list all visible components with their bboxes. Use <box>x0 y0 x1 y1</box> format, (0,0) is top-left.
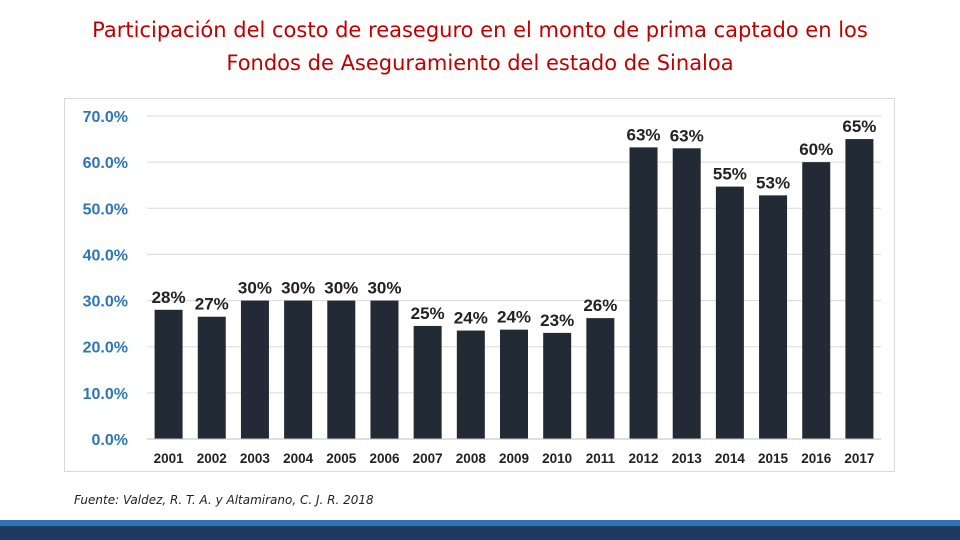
x-tick-label: 2001 <box>154 451 185 466</box>
x-tick-label: 2009 <box>499 451 529 466</box>
footer-bar <box>0 520 960 540</box>
bar <box>284 300 313 439</box>
x-tick-label: 2017 <box>844 451 874 466</box>
x-tick-label: 2016 <box>801 451 832 466</box>
x-tick-label: 2006 <box>369 451 400 466</box>
data-label: 28% <box>152 288 186 307</box>
bar <box>456 330 485 439</box>
y-tick-label: 20.0% <box>83 340 128 357</box>
data-label: 60% <box>799 140 833 159</box>
x-tick-label: 2008 <box>456 451 487 466</box>
data-label: 53% <box>756 173 790 192</box>
bar <box>500 329 528 439</box>
bar <box>586 318 615 439</box>
data-label: 30% <box>367 279 401 298</box>
footer-strip-light <box>0 520 960 526</box>
bar-chart: 0.0% 10.0% 20.0% 30.0% 40.0% 50.0% 60.0% 70.0% 2… <box>83 109 881 466</box>
data-label: 55% <box>713 165 747 184</box>
x-tick-label: 2002 <box>197 451 227 466</box>
data-label: 25% <box>411 304 445 323</box>
x-tick-label: 2010 <box>542 451 572 466</box>
x-tick-label: 2013 <box>672 451 703 466</box>
bar <box>327 300 356 439</box>
bar <box>759 195 788 439</box>
data-label: 24% <box>454 309 488 328</box>
data-label: 23% <box>540 311 574 330</box>
x-tick-label: 2004 <box>283 451 314 466</box>
bar <box>715 186 744 439</box>
title-line-2: Fondos de Aseguramiento del estado de Si… <box>226 51 734 75</box>
data-label: 63% <box>670 126 704 145</box>
bar <box>197 316 226 439</box>
y-tick-label: 0.0% <box>92 432 128 449</box>
y-tick-label: 70.0% <box>83 109 128 126</box>
x-tick-label: 2011 <box>586 451 616 466</box>
x-tick-label: 2003 <box>240 451 271 466</box>
data-label: 27% <box>195 295 229 314</box>
footer-strip-dark <box>0 526 960 540</box>
data-label: 26% <box>583 296 617 315</box>
slide-title: Participación del costo de reaseguro en … <box>0 14 960 80</box>
data-label: 30% <box>238 279 272 298</box>
bar <box>154 309 183 439</box>
bar <box>543 332 572 439</box>
data-label: 30% <box>324 279 358 298</box>
y-tick-label: 10.0% <box>83 386 128 403</box>
data-label: 24% <box>497 308 531 327</box>
data-label: 65% <box>842 117 876 136</box>
bar <box>672 148 701 440</box>
x-tick-label: 2014 <box>715 451 746 466</box>
y-tick-label: 30.0% <box>83 294 128 311</box>
x-tick-label: 2007 <box>413 451 443 466</box>
source-note: Fuente: Valdez, R. T. A. y Altamirano, C… <box>74 493 374 507</box>
data-label: 63% <box>627 125 661 144</box>
bar <box>370 300 399 439</box>
x-tick-label: 2012 <box>629 451 659 466</box>
x-tick-label: 2005 <box>326 451 357 466</box>
bar <box>845 139 874 440</box>
bar <box>413 325 442 439</box>
chart-frame: 0.0% 10.0% 20.0% 30.0% 40.0% 50.0% 60.0% 70.0% 2… <box>64 98 895 472</box>
bar <box>802 162 831 439</box>
x-tick-label: 2015 <box>758 451 789 466</box>
bar <box>629 147 658 439</box>
title-line-1: Participación del costo de reaseguro en … <box>92 18 868 42</box>
y-tick-label: 40.0% <box>83 247 128 264</box>
y-tick-label: 60.0% <box>83 155 128 172</box>
y-tick-label: 50.0% <box>83 201 128 218</box>
data-label: 30% <box>281 279 315 298</box>
bar <box>240 300 269 439</box>
